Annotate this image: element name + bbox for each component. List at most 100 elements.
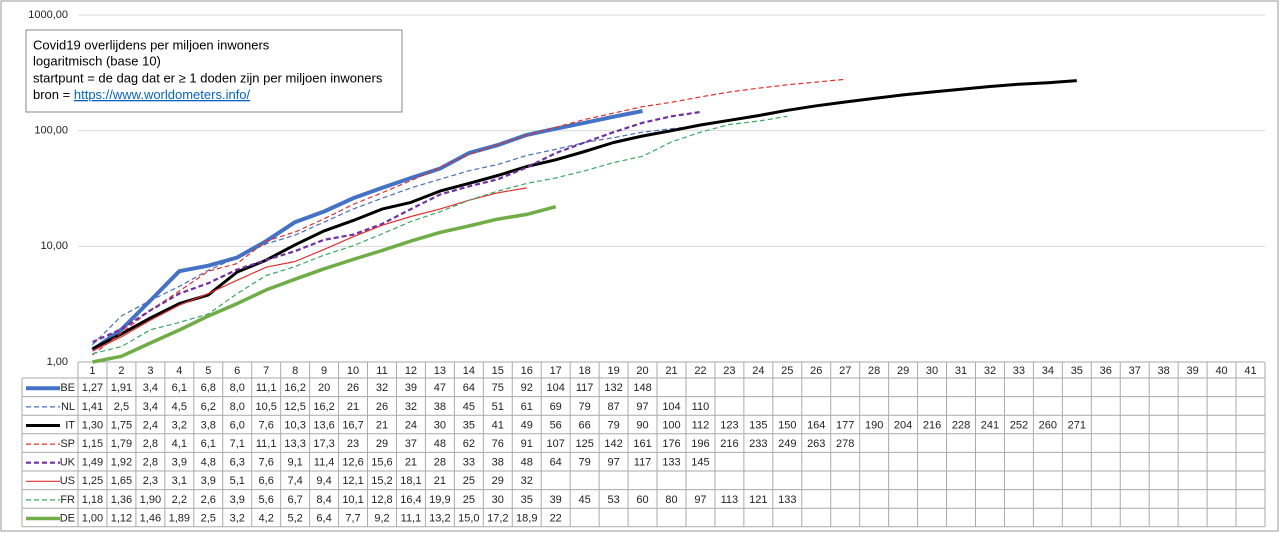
source-link[interactable]: https://www.worldometers.info/ <box>74 87 251 102</box>
table-value: 7,4 <box>287 475 302 487</box>
table-value: 161 <box>633 438 651 450</box>
table-value: 9,4 <box>316 475 331 487</box>
x-tick-label: 38 <box>1158 365 1170 377</box>
table-value: 1,46 <box>140 512 161 524</box>
x-tick-label: 40 <box>1215 365 1227 377</box>
table-value: 2,2 <box>172 494 187 506</box>
x-tick-label: 36 <box>1100 365 1112 377</box>
table-value: 45 <box>463 401 475 413</box>
table-value: 10,1 <box>342 494 363 506</box>
table-value: 11,4 <box>314 457 335 469</box>
series-line <box>91 79 1077 351</box>
table-value: 278 <box>836 438 854 450</box>
table-value: 190 <box>865 419 883 431</box>
table-value: 1,15 <box>82 438 103 450</box>
table-value: 177 <box>836 419 854 431</box>
table-value: 47 <box>434 382 446 394</box>
table-value: 39 <box>550 494 562 506</box>
table-value: 2,3 <box>143 475 158 487</box>
table-value: 3,8 <box>201 419 216 431</box>
table-value: 53 <box>607 494 619 506</box>
table-value: 25 <box>463 475 475 487</box>
table-value: 62 <box>463 438 475 450</box>
legend-label: BE <box>60 382 75 394</box>
table-value: 9,2 <box>374 512 389 524</box>
table-value: 21 <box>347 401 359 413</box>
table-value: 97 <box>607 457 619 469</box>
table-value: 5,6 <box>259 494 274 506</box>
table-value: 132 <box>604 382 622 394</box>
table-value: 21 <box>434 475 446 487</box>
y-tick-label: 1,00 <box>47 356 68 368</box>
table-value: 263 <box>807 438 825 450</box>
annotation-title: Covid19 overlijdens per miljoen inwoners <box>33 37 270 52</box>
table-value: 13,2 <box>429 512 450 524</box>
table-value: 9,1 <box>287 457 302 469</box>
table-value: 3,4 <box>143 401 158 413</box>
x-tick-label: 26 <box>810 365 822 377</box>
table-value: 15,2 <box>371 475 392 487</box>
table-value: 76 <box>492 438 504 450</box>
table-value: 1,25 <box>82 475 103 487</box>
table-value: 26 <box>376 401 388 413</box>
table-value: 51 <box>492 401 504 413</box>
table-value: 2,8 <box>143 438 158 450</box>
table-value: 104 <box>662 401 680 413</box>
table-value: 12,6 <box>342 457 363 469</box>
table-value: 12,1 <box>342 475 363 487</box>
table-value: 2,6 <box>201 494 216 506</box>
table-value: 48 <box>434 438 446 450</box>
table-value: 216 <box>720 438 738 450</box>
table-value: 61 <box>521 401 533 413</box>
legend-label: DE <box>60 512 75 524</box>
table-value: 6,4 <box>316 512 331 524</box>
x-tick-label: 27 <box>839 365 851 377</box>
x-tick-label: 1 <box>89 365 95 377</box>
table-value: 5,2 <box>287 512 302 524</box>
x-tick-label: 18 <box>579 365 591 377</box>
table-value: 79 <box>579 457 591 469</box>
table-value: 1,00 <box>82 512 103 524</box>
table-value: 30 <box>434 419 446 431</box>
table-value: 33 <box>463 457 475 469</box>
table-value: 6,8 <box>201 382 216 394</box>
x-tick-label: 30 <box>926 365 938 377</box>
table-value: 1,49 <box>82 457 103 469</box>
table-value: 117 <box>576 382 594 394</box>
table-value: 15,6 <box>371 457 392 469</box>
table-value: 3,4 <box>143 382 158 394</box>
x-tick-label: 4 <box>176 365 182 377</box>
table-value: 7,6 <box>259 419 274 431</box>
table-value: 110 <box>692 401 710 413</box>
table-value: 1,92 <box>111 457 132 469</box>
table-value: 164 <box>807 419 825 431</box>
table-value: 12,5 <box>284 401 305 413</box>
table-value: 233 <box>749 438 767 450</box>
table-value: 26 <box>347 382 359 394</box>
legend-label: UK <box>60 457 76 469</box>
table-value: 135 <box>749 419 767 431</box>
x-tick-label: 7 <box>263 365 269 377</box>
table-value: 107 <box>547 438 565 450</box>
table-value: 35 <box>521 494 533 506</box>
table-value: 4,5 <box>172 401 187 413</box>
table-value: 13,6 <box>313 419 334 431</box>
table-value: 6,6 <box>259 475 274 487</box>
table-value: 30 <box>492 494 504 506</box>
x-tick-label: 33 <box>1013 365 1025 377</box>
table-value: 29 <box>492 475 504 487</box>
annotation-scale: logaritmisch (base 10) <box>33 53 161 68</box>
x-tick-label: 34 <box>1042 365 1054 377</box>
x-tick-label: 28 <box>868 365 880 377</box>
table-value: 260 <box>1039 419 1057 431</box>
table-value: 18,9 <box>516 512 537 524</box>
table-value: 113 <box>721 494 739 506</box>
table-value: 75 <box>492 382 504 394</box>
table-value: 150 <box>778 419 796 431</box>
table-value: 3,9 <box>172 457 187 469</box>
table-value: 1,90 <box>140 494 161 506</box>
x-tick-label: 22 <box>694 365 706 377</box>
source-label: bron = <box>33 87 70 102</box>
table-value: 10,3 <box>284 419 305 431</box>
